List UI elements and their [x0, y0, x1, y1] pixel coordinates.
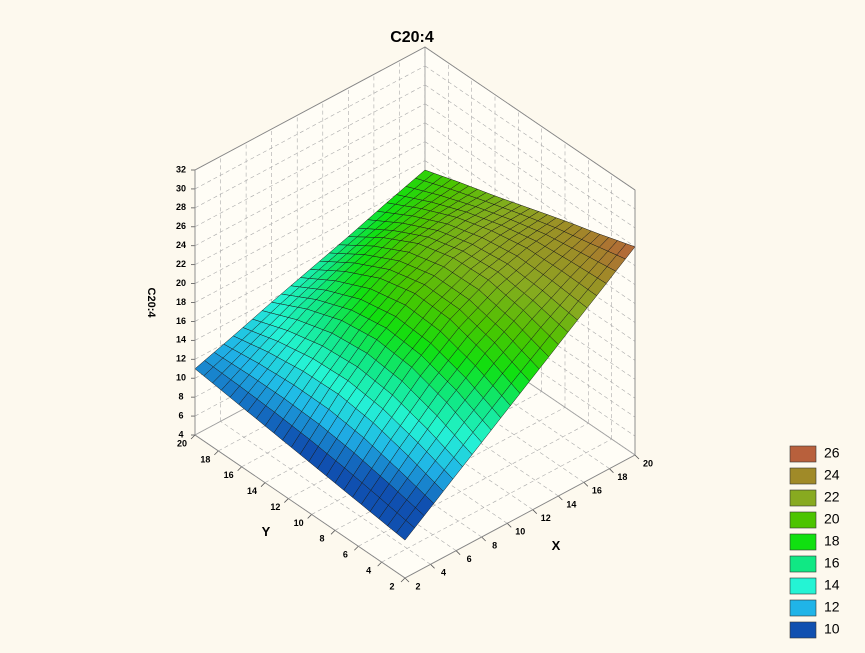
z-tick-label: 16: [176, 316, 186, 326]
z-tick-label: 20: [176, 278, 186, 288]
y-tick-label: 8: [319, 534, 324, 544]
legend-label: 18: [824, 533, 840, 549]
x-tick-label: 14: [566, 499, 576, 509]
y-tick-label: 18: [200, 454, 210, 464]
grid-line: [424, 84, 636, 229]
z-tick-label: 24: [176, 240, 186, 250]
legend-label: 16: [824, 555, 840, 571]
grid-line: [424, 65, 636, 210]
tick-mark: [609, 468, 614, 473]
x-tick-label: 16: [592, 486, 602, 496]
legend-swatch: [789, 577, 817, 595]
y-tick-label: 12: [270, 502, 280, 512]
chart-title: C20:4: [390, 29, 434, 46]
x-tick-label: 18: [617, 472, 627, 482]
z-tick-label: 12: [176, 354, 186, 364]
legend-swatch: [789, 533, 817, 551]
legend-label: 12: [824, 599, 840, 615]
x-tick-label: 6: [467, 554, 472, 564]
z-tick-label: 32: [176, 164, 186, 174]
tick-mark: [284, 498, 289, 503]
tick-mark: [214, 450, 219, 456]
grid-line: [220, 421, 431, 565]
box-edge: [194, 46, 426, 171]
tick-mark: [400, 577, 406, 583]
legend-swatch: [789, 445, 817, 463]
z-tick-label: 28: [176, 202, 186, 212]
y-tick-label: 14: [247, 486, 257, 496]
box-edge: [424, 46, 636, 191]
tick-mark: [237, 466, 242, 472]
legend-label: 20: [824, 511, 840, 527]
tick-mark: [532, 509, 538, 514]
y-tick-label: 2: [389, 581, 394, 591]
tick-mark: [260, 482, 266, 487]
y-tick-label: 6: [343, 550, 348, 560]
z-tick-label: 14: [176, 335, 186, 345]
grid-line: [194, 179, 426, 303]
tick-mark: [583, 482, 589, 487]
y-tick-label: 4: [366, 565, 371, 575]
legend-label: 26: [824, 445, 840, 461]
tick-mark: [190, 434, 196, 440]
grid-line: [194, 65, 426, 190]
legend-swatch: [789, 555, 817, 573]
tick-mark: [330, 530, 336, 535]
y-tick-label: 10: [294, 518, 304, 528]
grid-line: [381, 438, 612, 563]
tick-mark: [307, 514, 312, 519]
z-axis-title: C20:4: [145, 288, 157, 319]
legend-label: 14: [824, 577, 840, 593]
z-tick-label: 26: [176, 221, 186, 231]
grid-line: [194, 160, 426, 284]
y-tick-label: 20: [177, 438, 187, 448]
tick-mark: [506, 523, 512, 528]
legend-swatch: [789, 489, 817, 507]
x-tick-label: 2: [415, 581, 420, 591]
y-axis-title: Y: [262, 524, 271, 539]
grid-line: [194, 103, 426, 228]
z-tick-label: 8: [178, 392, 183, 402]
z-tick-label: 30: [176, 183, 186, 193]
x-tick-label: 12: [541, 513, 551, 523]
z-tick-label: 22: [176, 259, 186, 269]
legend-swatch: [789, 621, 817, 639]
x-tick-label: 8: [492, 540, 497, 550]
x-tick-label: 10: [515, 527, 525, 537]
tick-mark: [558, 495, 563, 501]
tick-mark: [430, 564, 435, 569]
grid-line: [194, 84, 426, 209]
z-tick-label: 6: [178, 410, 183, 420]
grid-line: [194, 141, 426, 265]
x-tick-label: 4: [441, 568, 446, 578]
z-tick-label: 18: [176, 297, 186, 307]
legend-swatch: [789, 467, 817, 485]
tick-mark: [455, 550, 461, 555]
x-axis-title: X: [552, 538, 561, 553]
box-edge: [404, 454, 636, 579]
z-tick-label: 4: [178, 429, 183, 439]
legend-label: 24: [824, 467, 840, 483]
tick-mark: [354, 545, 359, 551]
y-tick-label: 16: [224, 470, 234, 480]
grid-line: [424, 103, 636, 248]
grid-line: [194, 122, 426, 246]
surface-patch: [395, 520, 415, 541]
legend-swatch: [789, 599, 817, 617]
tick-mark: [404, 577, 410, 583]
tick-mark: [377, 561, 382, 567]
legend-swatch: [789, 511, 817, 529]
legend-label: 10: [824, 621, 840, 637]
legend-label: 22: [824, 489, 840, 505]
box-edge: [194, 434, 406, 579]
x-tick-label: 20: [643, 458, 653, 468]
tick-mark: [634, 454, 640, 460]
z-tick-label: 10: [176, 373, 186, 383]
tick-mark: [481, 536, 486, 542]
